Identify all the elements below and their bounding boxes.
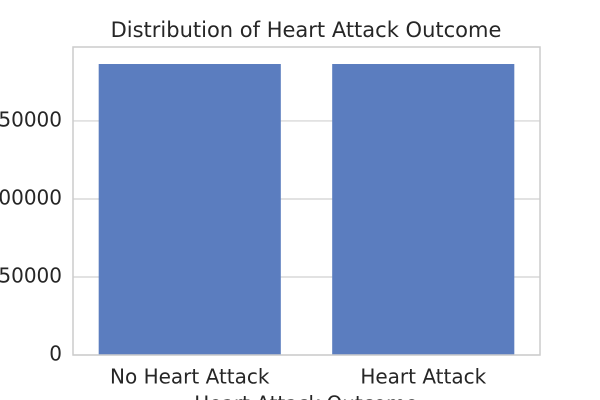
y-tick-label: 50000 xyxy=(0,263,62,287)
y-tick-label: 100000 xyxy=(0,185,62,209)
chart-title: Distribution of Heart Attack Outcome xyxy=(111,18,502,42)
bar xyxy=(332,64,515,356)
x-axis-label: Heart Attack Outcome xyxy=(194,392,418,400)
y-tick-label: 0 xyxy=(49,342,62,366)
x-tick-label: Heart Attack xyxy=(360,365,486,389)
y-tick-label: 150000 xyxy=(0,107,62,131)
bar xyxy=(98,64,281,356)
plot-frame xyxy=(72,46,541,356)
x-tick-label: No Heart Attack xyxy=(110,365,270,389)
